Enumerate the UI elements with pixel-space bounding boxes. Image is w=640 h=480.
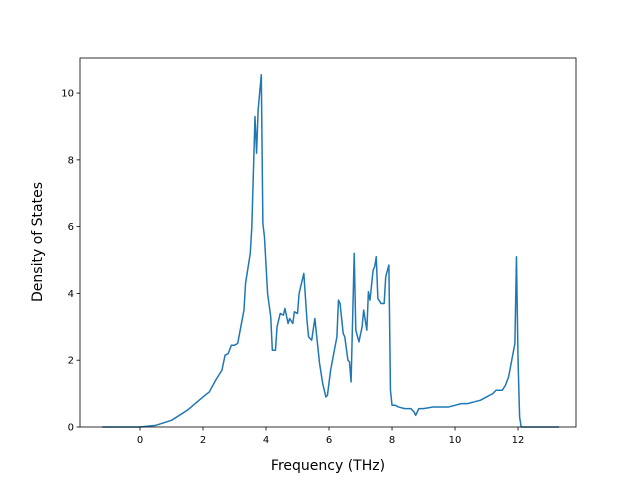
x-axis-label: Frequency (THz) <box>271 458 385 474</box>
y-tick-label: 6 <box>68 222 74 233</box>
plot-frame <box>79 57 577 428</box>
y-tick-label: 8 <box>68 155 74 166</box>
line <box>102 73 559 428</box>
y-tick-label: 2 <box>68 356 74 367</box>
x-tick-label: 4 <box>263 435 269 446</box>
x-tick-label: 12 <box>512 435 525 446</box>
x-tick-label: 10 <box>449 435 462 446</box>
y-axis-label: Density of States <box>30 182 46 302</box>
y-tick-label: 0 <box>68 423 74 434</box>
x-tick-label: 0 <box>137 435 143 446</box>
x-tick-label: 6 <box>326 435 332 446</box>
x-tick-label: 8 <box>389 435 395 446</box>
x-tick-label: 2 <box>200 435 206 446</box>
y-tick-label: 10 <box>61 89 74 100</box>
y-tick-label: 4 <box>68 289 74 300</box>
